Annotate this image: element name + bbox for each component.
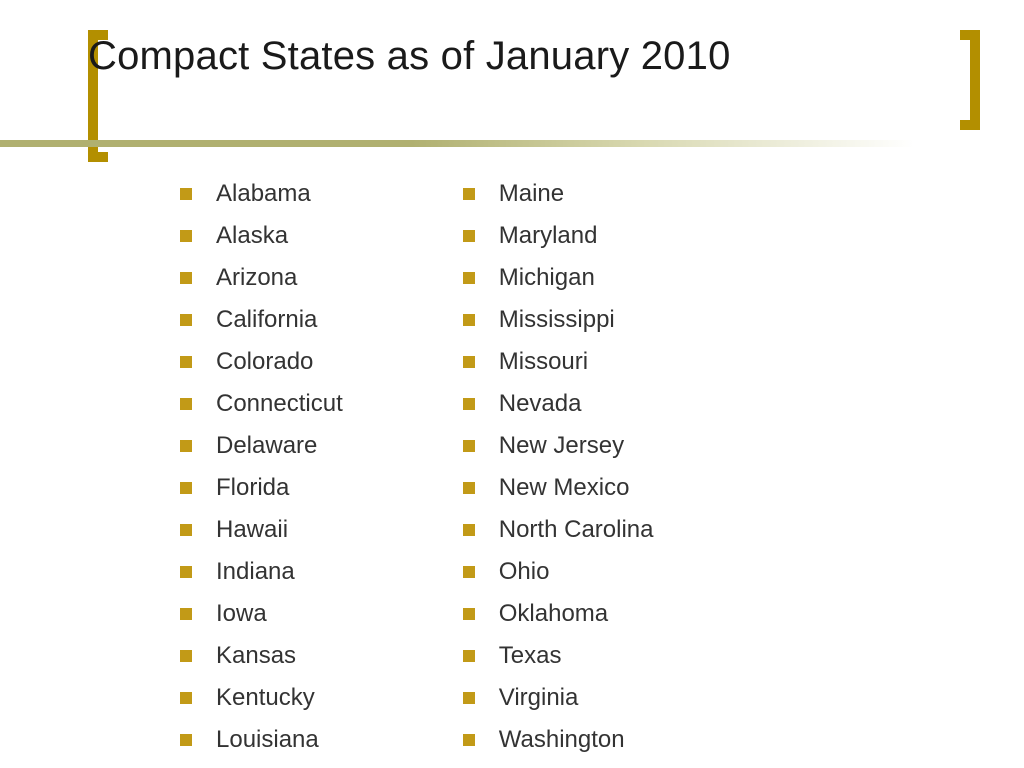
list-item-label: Kansas <box>216 642 296 670</box>
list-item-label: Kentucky <box>216 684 315 712</box>
list-item: Mississippi <box>463 306 654 334</box>
list-item-label: Arizona <box>216 264 297 292</box>
list-item: Texas <box>463 642 654 670</box>
square-bullet-icon <box>463 314 475 326</box>
list-item-label: Michigan <box>499 264 595 292</box>
square-bullet-icon <box>180 650 192 662</box>
list-item: Missouri <box>463 348 654 376</box>
list-item-label: Washington <box>499 726 625 754</box>
square-bullet-icon <box>180 566 192 578</box>
list-item: Louisiana <box>180 726 343 754</box>
list-item: New Jersey <box>463 432 654 460</box>
list-item-label: Virginia <box>499 684 579 712</box>
list-item: Connecticut <box>180 390 343 418</box>
list-item: Nevada <box>463 390 654 418</box>
list-item: Ohio <box>463 558 654 586</box>
list-item: Maine <box>463 180 654 208</box>
list-item-label: Maine <box>499 180 564 208</box>
square-bullet-icon <box>463 566 475 578</box>
square-bullet-icon <box>463 734 475 746</box>
list-item-label: Maryland <box>499 222 598 250</box>
slide-title: Compact States as of January 2010 <box>88 34 984 79</box>
title-container: Compact States as of January 2010 <box>88 34 984 79</box>
square-bullet-icon <box>180 440 192 452</box>
list-item: Iowa <box>180 600 343 628</box>
list-item: California <box>180 306 343 334</box>
list-item-label: North Carolina <box>499 516 654 544</box>
column-1: Alabama Alaska Arizona California Colorado Co… <box>180 180 343 754</box>
list-item-label: Iowa <box>216 600 267 628</box>
square-bullet-icon <box>463 272 475 284</box>
square-bullet-icon <box>463 398 475 410</box>
square-bullet-icon <box>463 356 475 368</box>
square-bullet-icon <box>180 692 192 704</box>
square-bullet-icon <box>180 482 192 494</box>
square-bullet-icon <box>463 440 475 452</box>
list-item-label: Florida <box>216 474 289 502</box>
list-item-label: Delaware <box>216 432 317 460</box>
list-item-label: New Jersey <box>499 432 624 460</box>
list-item-label: New Mexico <box>499 474 630 502</box>
square-bullet-icon <box>180 230 192 242</box>
list-item: Arizona <box>180 264 343 292</box>
list-item-label: Alabama <box>216 180 311 208</box>
horizontal-divider <box>0 140 914 147</box>
list-item: Michigan <box>463 264 654 292</box>
square-bullet-icon <box>180 398 192 410</box>
square-bullet-icon <box>463 692 475 704</box>
square-bullet-icon <box>463 188 475 200</box>
square-bullet-icon <box>463 524 475 536</box>
square-bullet-icon <box>180 356 192 368</box>
list-item-label: Mississippi <box>499 306 615 334</box>
list-item: Alabama <box>180 180 343 208</box>
square-bullet-icon <box>180 314 192 326</box>
square-bullet-icon <box>180 272 192 284</box>
column-2: Maine Maryland Michigan Mississippi Missouri… <box>463 180 654 754</box>
list-item: Alaska <box>180 222 343 250</box>
list-item: Oklahoma <box>463 600 654 628</box>
list-item-label: Louisiana <box>216 726 319 754</box>
list-item-label: Colorado <box>216 348 313 376</box>
square-bullet-icon <box>463 608 475 620</box>
list-item-label: Hawaii <box>216 516 288 544</box>
list-item: New Mexico <box>463 474 654 502</box>
list-item-label: Indiana <box>216 558 295 586</box>
list-item: Kansas <box>180 642 343 670</box>
list-item: North Carolina <box>463 516 654 544</box>
list-item-label: Connecticut <box>216 390 343 418</box>
square-bullet-icon <box>180 734 192 746</box>
list-item-label: Ohio <box>499 558 550 586</box>
list-item: Maryland <box>463 222 654 250</box>
list-item-label: Texas <box>499 642 562 670</box>
list-item: Florida <box>180 474 343 502</box>
content-columns: Alabama Alaska Arizona California Colorado Co… <box>180 180 653 754</box>
square-bullet-icon <box>463 650 475 662</box>
square-bullet-icon <box>463 482 475 494</box>
list-item: Colorado <box>180 348 343 376</box>
list-item-label: Missouri <box>499 348 588 376</box>
list-item: Delaware <box>180 432 343 460</box>
list-item: Indiana <box>180 558 343 586</box>
list-item: Hawaii <box>180 516 343 544</box>
square-bullet-icon <box>180 524 192 536</box>
list-item-label: Oklahoma <box>499 600 608 628</box>
list-item-label: Alaska <box>216 222 288 250</box>
list-item: Washington <box>463 726 654 754</box>
list-item: Kentucky <box>180 684 343 712</box>
list-item-label: California <box>216 306 317 334</box>
square-bullet-icon <box>180 188 192 200</box>
list-item: Virginia <box>463 684 654 712</box>
list-item-label: Nevada <box>499 390 582 418</box>
square-bullet-icon <box>463 230 475 242</box>
square-bullet-icon <box>180 608 192 620</box>
